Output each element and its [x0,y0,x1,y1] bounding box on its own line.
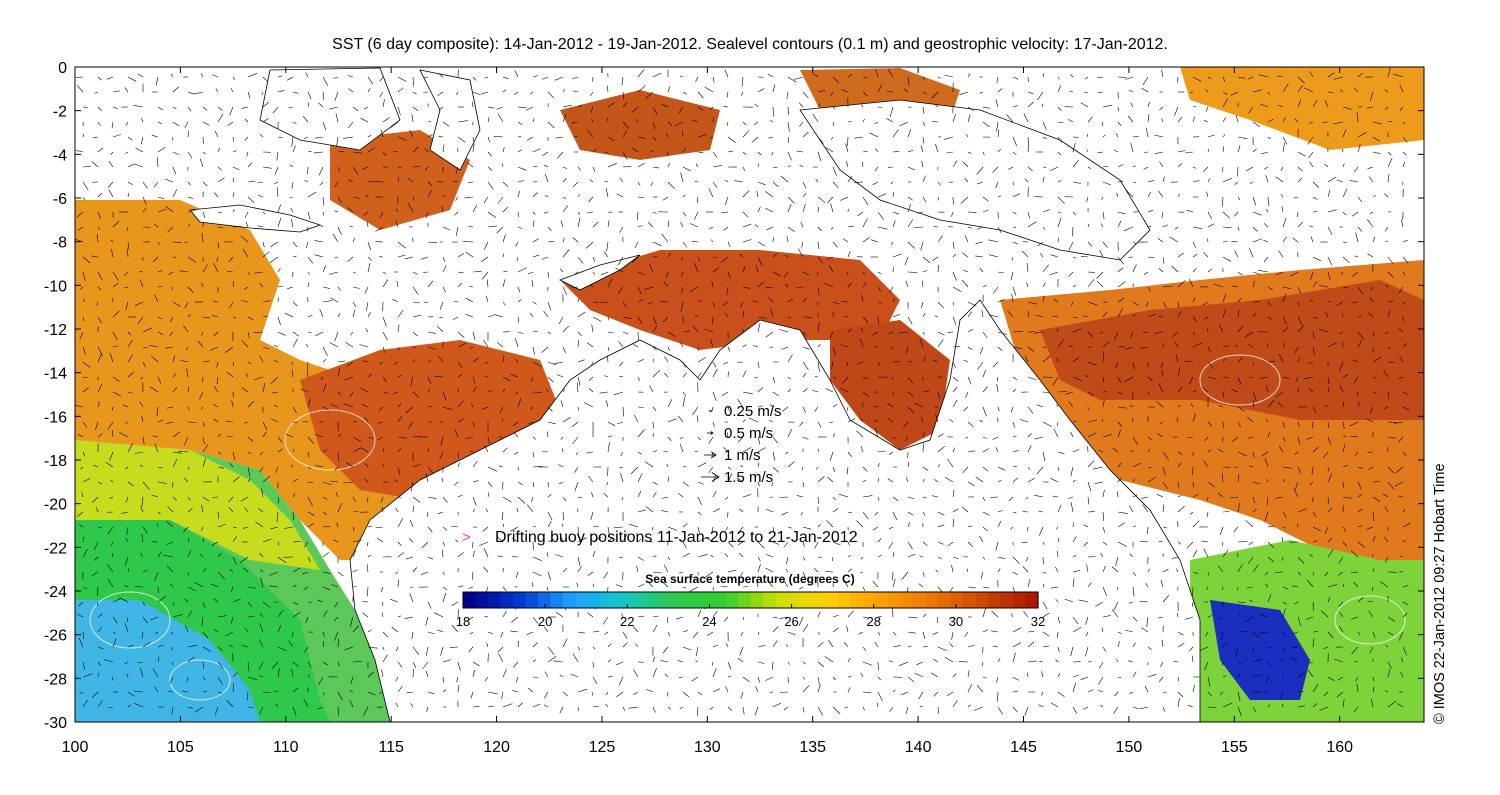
colorbar-cell [938,592,951,608]
colorbar-cell [801,592,814,608]
colorbar-cell [776,592,789,608]
y-tick-label: -6 [53,191,67,208]
colorbar-cell [926,592,939,608]
colorbar-cell [1013,592,1026,608]
colorbar-cell [576,592,589,608]
colorbar-cell [951,592,964,608]
colorbar-tick-label: 18 [456,614,470,629]
y-tick-label: -20 [44,497,67,514]
buoy-legend: > Drifting buoy positions 11-Jan-2012 to… [462,529,858,546]
colorbar-cell [813,592,826,608]
y-tick-label: -14 [44,366,67,383]
colorbar-tick-label: 32 [1031,614,1045,629]
x-tick-label: 150 [1116,739,1143,756]
y-tick-label: 0 [58,60,67,77]
buoy-legend-label: Drifting buoy positions 11-Jan-2012 to 2… [495,529,858,546]
y-tick-label: -22 [44,540,67,557]
colorbar-tick-label: 22 [620,614,634,629]
colorbar-cell [563,592,576,608]
colorbar-cell [963,592,976,608]
x-tick-label: 125 [589,739,616,756]
colorbar-cell [763,592,776,608]
y-tick-label: -30 [44,715,67,732]
y-tick-label: -16 [44,409,67,426]
colorbar-cell [988,592,1001,608]
colorbar-cell [738,592,751,608]
y-tick-label: -2 [53,104,67,121]
colorbar-cell [901,592,914,608]
imos-credit: © IMOS 22-Jan-2012 09:27 Hobart Time [1432,463,1448,724]
colorbar-label: Sea surface temperature (degrees C) [645,572,854,586]
x-tick-label: 115 [378,739,404,756]
colorbar-cell [638,592,651,608]
colorbar-cell [513,592,526,608]
colorbar-cell [976,592,989,608]
colorbar-cell [826,592,839,608]
x-tick-label: 160 [1326,739,1353,756]
colorbar-cell [726,592,739,608]
x-tick-label: 140 [905,739,932,756]
colorbar-cell [876,592,889,608]
colorbar-cell [888,592,901,608]
colorbar-cell [713,592,726,608]
colorbar-cell [476,592,489,608]
colorbar-cell [688,592,701,608]
colorbar-cell [676,592,689,608]
colorbar-cell [851,592,864,608]
colorbar-cell [651,592,664,608]
colorbar-cell [526,592,539,608]
colorbar-tick-label: 20 [538,614,552,629]
y-tick-label: -8 [53,235,67,252]
colorbar-cell [463,592,476,608]
y-tick-label: -10 [44,278,67,295]
x-tick-label: 130 [694,739,721,756]
y-tick-label: -4 [53,147,67,164]
buoy-marker: > [462,529,471,546]
colorbar-cell [1026,592,1039,608]
y-tick-label: -12 [44,322,67,339]
colorbar-tick-label: 28 [866,614,880,629]
y-tick-label: -26 [44,628,67,645]
x-tick-label: 155 [1221,739,1248,756]
y-tick-label: -18 [44,453,67,470]
y-tick-label: -28 [44,671,67,688]
colorbar-cell [838,592,851,608]
colorbar-cell [601,592,614,608]
colorbar-cell [1001,592,1014,608]
x-tick-label: 145 [1010,739,1037,756]
colorbar-cell [663,592,676,608]
velocity-legend-label: 1 m/s [724,447,761,464]
velocity-legend-label: 0.25 m/s [724,403,782,420]
x-tick-label: 105 [167,739,194,756]
colorbar-cell [588,592,601,608]
colorbar-tick-label: 30 [949,614,963,629]
colorbar-cell [913,592,926,608]
colorbar-cell [788,592,801,608]
map-title: SST (6 day composite): 14-Jan-2012 - 19-… [0,36,1500,54]
y-tick-label: -24 [44,584,67,601]
colorbar-cell [488,592,501,608]
colorbar-tick-label: 24 [702,614,716,629]
colorbar-cell [701,592,714,608]
colorbar-tick-label: 26 [784,614,798,629]
x-tick-label: 120 [483,739,510,756]
x-tick-label: 110 [273,739,299,756]
velocity-legend-label: 0.5 m/s [724,425,773,442]
colorbar-cell [613,592,626,608]
x-tick-label: 135 [799,739,826,756]
colorbar-cell [751,592,764,608]
x-tick-label: 100 [62,739,89,756]
velocity-legend-label: 1.5 m/s [724,469,773,486]
colorbar-cell [501,592,514,608]
colorbar-cell [538,592,551,608]
colorbar-cell [551,592,564,608]
